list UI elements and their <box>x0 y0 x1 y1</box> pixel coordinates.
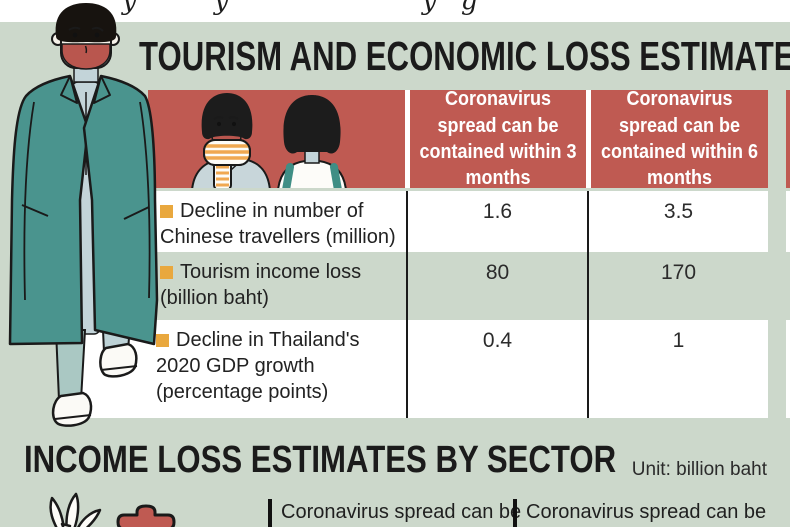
table-row: Decline in Thailand's 2020 GDP growth (p… <box>68 320 768 418</box>
row-value: 1 <box>587 320 768 418</box>
row-value: 170 <box>587 252 768 320</box>
table-row: Tourism income loss (billion baht) 80 17… <box>148 252 768 320</box>
row-bullet-icon <box>156 334 169 347</box>
sector-column-header: Coronavirus spread can be <box>281 501 522 523</box>
cropped-text-strip: y y y g <box>0 0 790 22</box>
children-wearing-masks-illustration <box>191 93 347 188</box>
row-value: 3.5 <box>587 191 768 252</box>
column-divider <box>268 499 272 527</box>
flower-icon <box>49 492 102 527</box>
column-header-6-months: Coronavirus spread can be contained with… <box>591 90 768 188</box>
row-label: Tourism income loss (billion baht) <box>160 261 362 309</box>
cropped-descender: y <box>214 0 229 16</box>
table-row: Decline in number of Chinese travellers … <box>148 191 768 252</box>
man-wearing-face-mask-illustration <box>8 3 159 427</box>
tourism-table-header: Coronavirus spread can be contained with… <box>148 90 768 188</box>
unit-label: Unit: billion baht <box>631 459 767 480</box>
cropped-descender: y <box>422 0 437 16</box>
row-bullet-icon <box>160 205 173 218</box>
sector-section-title: INCOME LOSS ESTIMATES BY SECTOR <box>24 439 617 481</box>
row-value: 1.6 <box>406 191 587 252</box>
cropped-descender: g <box>461 0 478 16</box>
column-divider <box>513 499 517 527</box>
cropped-descender: y <box>122 0 137 16</box>
row-label: Decline in number of Chinese travellers … <box>160 200 396 248</box>
cutoff-column-sliver <box>786 320 790 418</box>
row-label: Decline in Thailand's 2020 GDP growth (p… <box>156 329 360 403</box>
column-header-3-months: Coronavirus spread can be contained with… <box>410 90 586 188</box>
cutoff-column-sliver <box>786 90 790 188</box>
sector-column-header: Coronavirus spread can be <box>526 501 767 523</box>
header-illustration-cell <box>148 90 405 188</box>
row-value: 80 <box>406 252 587 320</box>
main-title: TOURISM AND ECONOMIC LOSS ESTIMATES <box>139 33 790 79</box>
row-value: 0.4 <box>406 320 587 418</box>
cutoff-column-sliver <box>786 191 790 252</box>
medical-cross-icon <box>116 504 176 527</box>
row-bullet-icon <box>160 266 173 279</box>
